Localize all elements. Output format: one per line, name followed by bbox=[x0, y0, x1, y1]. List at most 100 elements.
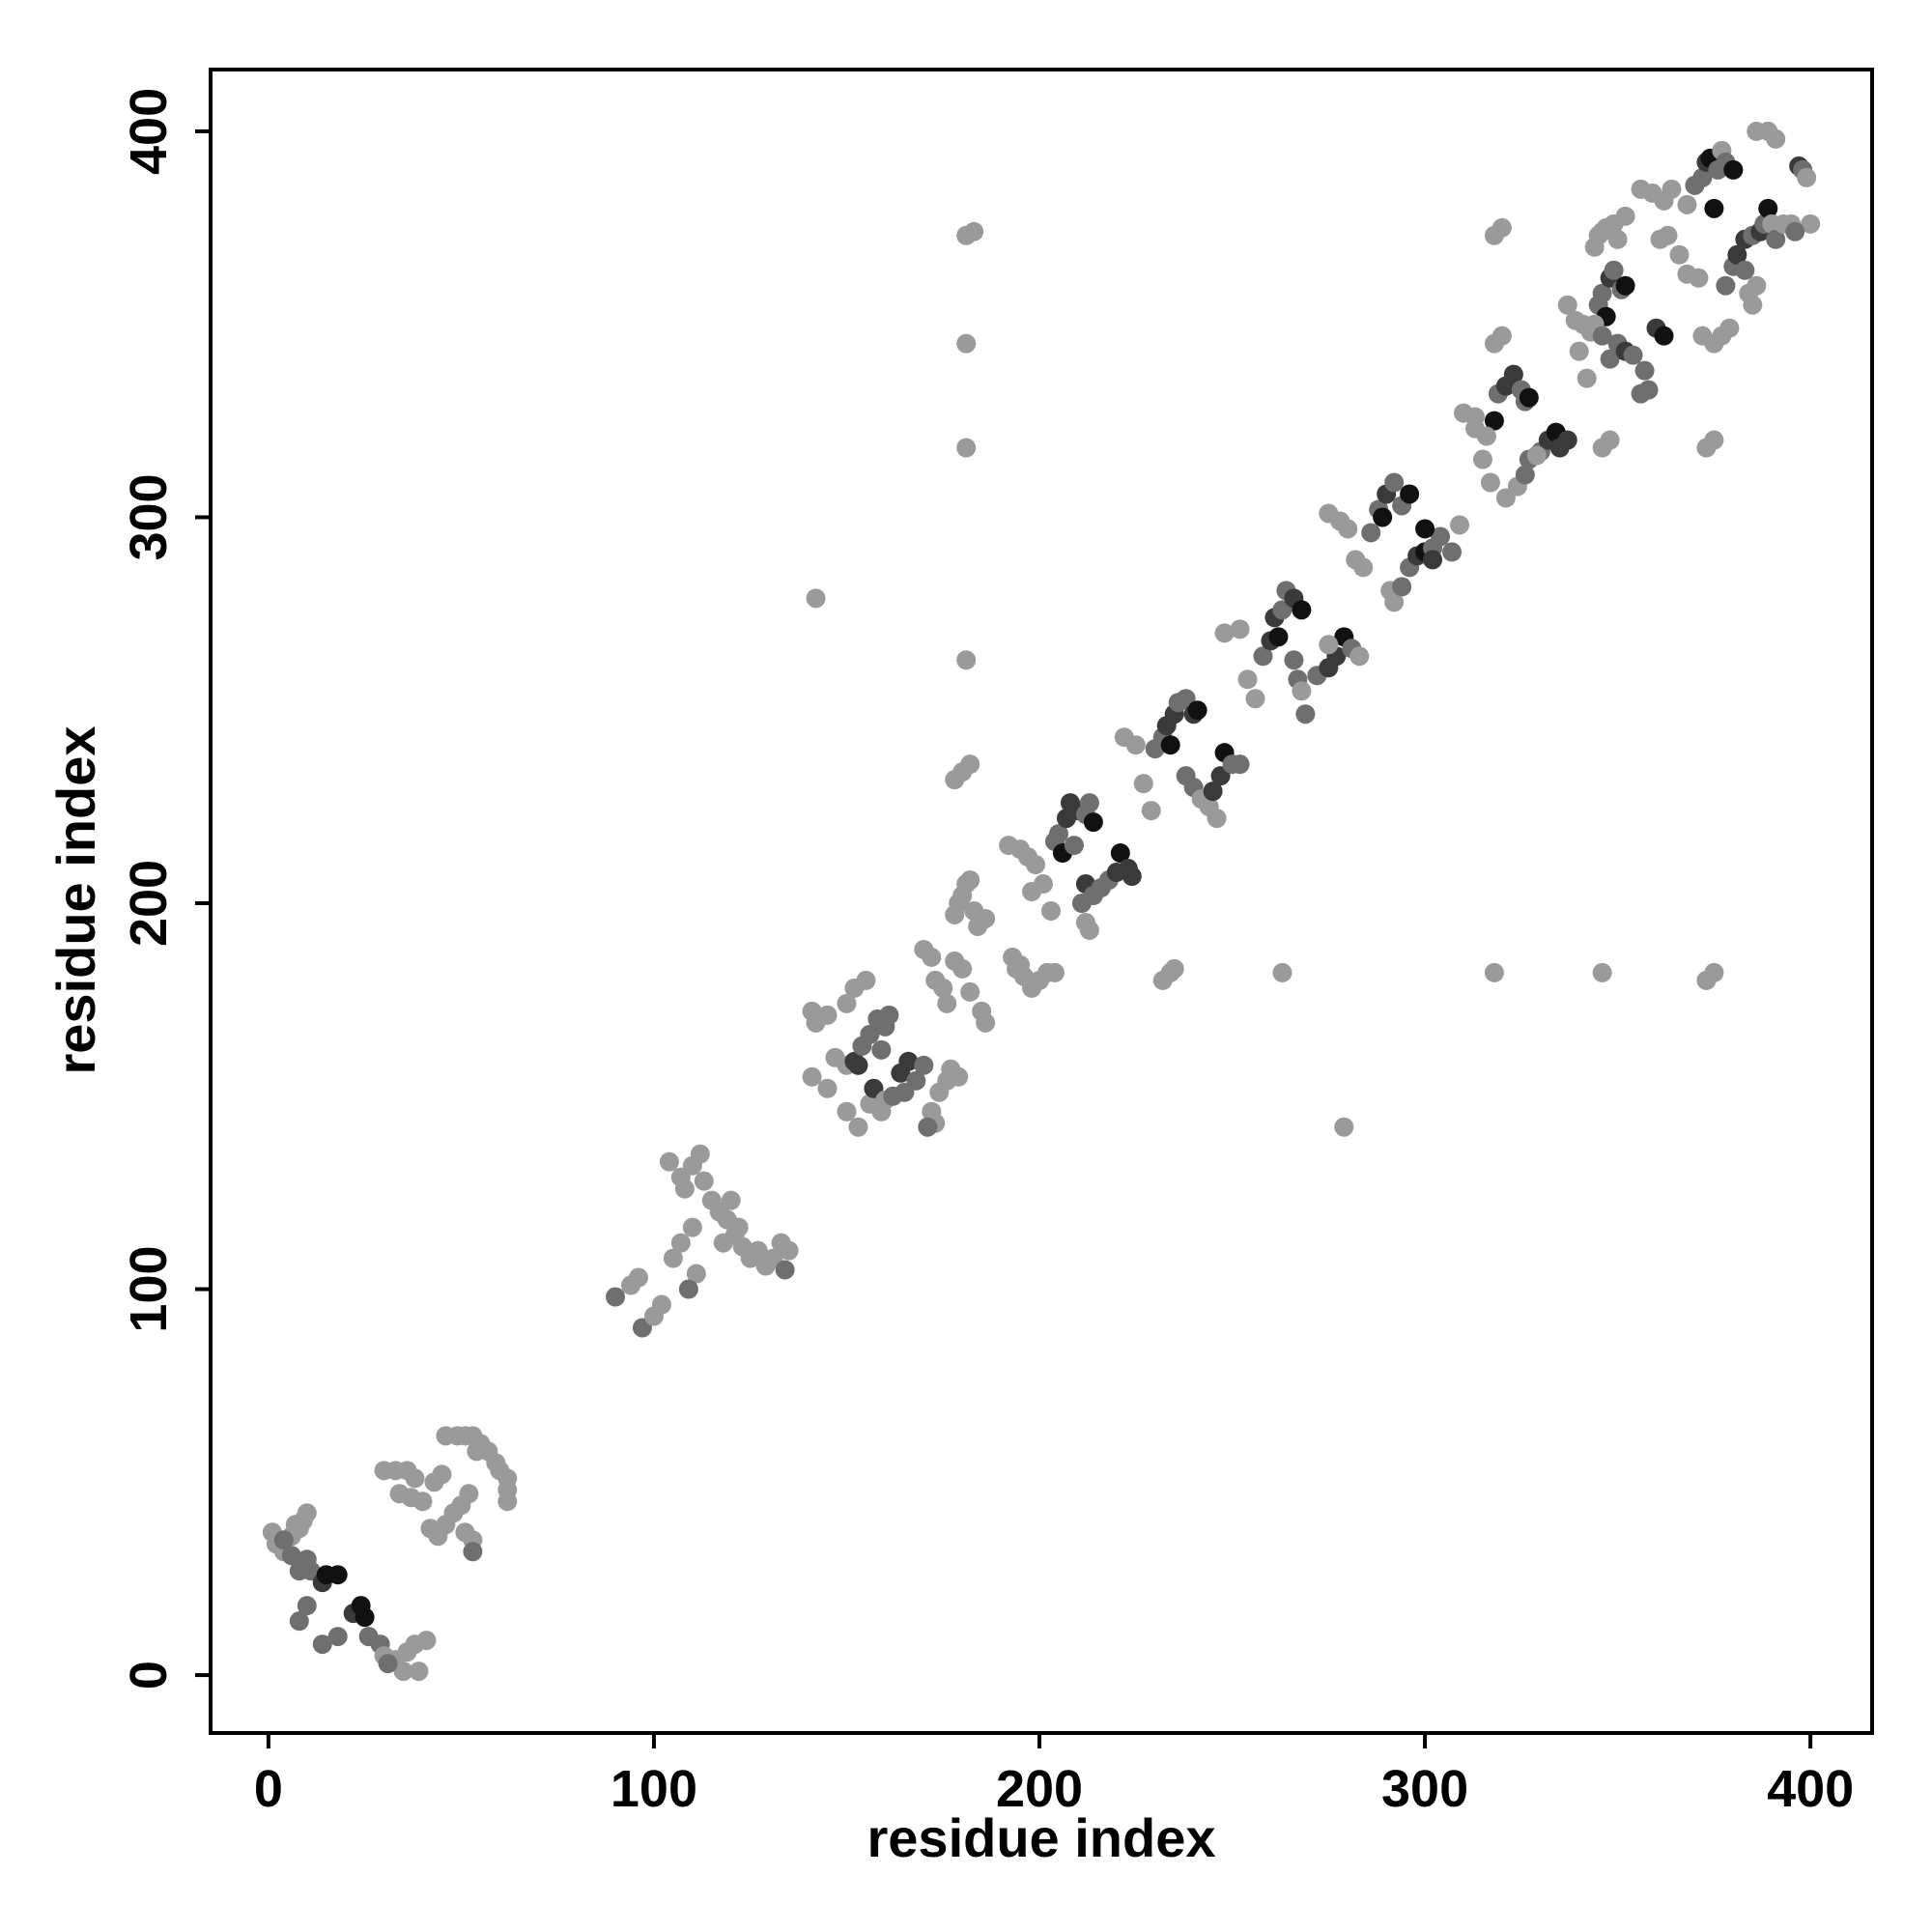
x-tick-label: 400 bbox=[1767, 1760, 1854, 1818]
data-point bbox=[960, 754, 980, 775]
data-point bbox=[898, 1051, 919, 1071]
data-point bbox=[1133, 774, 1153, 794]
data-point bbox=[1007, 958, 1027, 979]
data-point bbox=[663, 1248, 683, 1268]
data-point bbox=[1592, 283, 1612, 303]
data-point bbox=[1727, 244, 1747, 265]
data-point bbox=[1692, 167, 1713, 187]
data-point bbox=[1384, 472, 1405, 493]
data-point bbox=[1492, 326, 1512, 346]
data-point bbox=[1689, 268, 1709, 288]
data-point bbox=[409, 1662, 429, 1682]
data-point bbox=[628, 1267, 648, 1288]
x-axis-title: residue index bbox=[867, 1807, 1215, 1868]
data-point bbox=[1484, 962, 1504, 982]
data-point bbox=[918, 1117, 938, 1137]
data-point bbox=[960, 981, 980, 1002]
data-point bbox=[848, 1117, 868, 1137]
data-point bbox=[327, 1565, 348, 1585]
data-point bbox=[1526, 445, 1547, 466]
data-point bbox=[1044, 962, 1065, 982]
data-point bbox=[1295, 704, 1316, 724]
data-point bbox=[956, 650, 977, 670]
data-point bbox=[976, 908, 996, 928]
data-point bbox=[297, 1596, 317, 1616]
data-point bbox=[289, 1611, 309, 1632]
data-point bbox=[1735, 260, 1755, 280]
data-point bbox=[1442, 542, 1463, 562]
y-tick-label: 100 bbox=[120, 1245, 178, 1332]
x-tick-label: 0 bbox=[254, 1760, 283, 1818]
data-point bbox=[412, 1492, 433, 1512]
data-point bbox=[779, 1240, 799, 1261]
data-point bbox=[1634, 360, 1655, 381]
data-point bbox=[1600, 430, 1620, 450]
data-point bbox=[1766, 229, 1786, 249]
data-point bbox=[1785, 221, 1805, 242]
y-axis: 0 100 200 300 400 bbox=[120, 88, 211, 1690]
data-point bbox=[1079, 920, 1099, 940]
data-point bbox=[949, 1066, 969, 1087]
data-point bbox=[956, 333, 977, 354]
data-point bbox=[856, 970, 876, 990]
data-point bbox=[1187, 700, 1208, 721]
data-point bbox=[1723, 159, 1744, 180]
data-point bbox=[1203, 781, 1223, 802]
data-point bbox=[694, 1171, 714, 1191]
data-point bbox=[1230, 619, 1250, 639]
data-points bbox=[262, 121, 1821, 1682]
x-tick-label: 100 bbox=[611, 1760, 697, 1818]
data-point bbox=[416, 1631, 437, 1651]
data-point bbox=[1431, 526, 1451, 547]
data-point bbox=[1350, 646, 1370, 667]
data-point bbox=[1638, 380, 1659, 400]
data-point bbox=[1600, 349, 1620, 369]
data-point bbox=[1592, 326, 1612, 346]
data-point bbox=[956, 438, 977, 458]
data-point bbox=[1515, 465, 1535, 485]
data-point bbox=[1557, 295, 1577, 315]
data-point bbox=[327, 1627, 348, 1647]
data-point bbox=[1747, 275, 1767, 296]
y-tick-label: 300 bbox=[120, 473, 178, 560]
data-point bbox=[1569, 341, 1589, 361]
data-point bbox=[297, 1503, 317, 1523]
data-point bbox=[1801, 213, 1821, 234]
data-point bbox=[1464, 418, 1485, 439]
data-point bbox=[1604, 260, 1624, 280]
data-point bbox=[1245, 689, 1265, 709]
data-point bbox=[1334, 1117, 1354, 1137]
data-point bbox=[1079, 793, 1099, 813]
data-point bbox=[1125, 735, 1146, 755]
data-point bbox=[1026, 855, 1046, 875]
data-point bbox=[1400, 484, 1420, 504]
data-point bbox=[1592, 962, 1612, 982]
data-point bbox=[1230, 754, 1250, 775]
data-point bbox=[1319, 635, 1339, 655]
data-point bbox=[378, 1654, 398, 1674]
data-point bbox=[1384, 592, 1405, 612]
data-point bbox=[432, 1464, 452, 1485]
data-point bbox=[1338, 519, 1358, 539]
data-point bbox=[1797, 167, 1817, 187]
data-point bbox=[871, 1039, 892, 1060]
data-point bbox=[802, 1066, 822, 1087]
data-point bbox=[682, 1217, 702, 1237]
data-point bbox=[1048, 824, 1068, 844]
data-point bbox=[895, 1082, 915, 1102]
data-point bbox=[273, 1530, 294, 1550]
data-point bbox=[1449, 515, 1469, 535]
data-point bbox=[651, 1294, 671, 1315]
y-tick-label: 400 bbox=[120, 88, 178, 175]
data-point bbox=[1719, 318, 1740, 338]
data-point bbox=[355, 1607, 375, 1628]
data-point bbox=[1677, 194, 1697, 214]
data-point bbox=[678, 1279, 698, 1299]
data-point bbox=[467, 1441, 487, 1462]
data-point bbox=[1704, 198, 1724, 218]
data-point bbox=[1392, 577, 1412, 597]
data-point bbox=[1292, 681, 1312, 701]
data-point bbox=[1669, 244, 1690, 265]
data-point bbox=[922, 947, 942, 967]
